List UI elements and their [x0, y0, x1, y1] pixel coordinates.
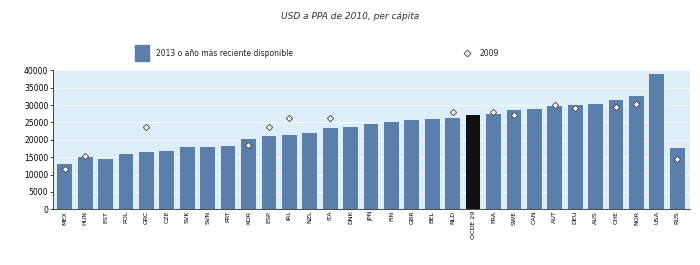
Text: 2009: 2009 — [480, 48, 498, 58]
Bar — [364, 124, 378, 209]
Bar — [568, 105, 582, 209]
Bar — [139, 152, 154, 209]
Bar — [119, 154, 134, 209]
Bar — [98, 159, 113, 209]
Bar — [78, 157, 92, 209]
Bar — [323, 128, 337, 209]
Bar — [445, 118, 460, 209]
Bar — [200, 147, 215, 209]
Bar — [650, 74, 664, 209]
Bar — [180, 147, 195, 209]
Bar — [425, 119, 440, 209]
Bar — [527, 109, 542, 209]
Bar — [608, 100, 623, 209]
Bar — [629, 96, 644, 209]
Bar — [241, 139, 256, 209]
Bar — [670, 148, 685, 209]
Bar — [547, 106, 562, 209]
Bar — [384, 122, 399, 209]
Bar — [57, 164, 72, 209]
Bar — [405, 120, 419, 209]
Bar — [262, 136, 276, 209]
Bar — [507, 110, 522, 209]
Bar — [220, 146, 235, 209]
Text: USD a PPA de 2010, per cápita: USD a PPA de 2010, per cápita — [281, 12, 419, 21]
Bar — [343, 127, 358, 209]
Bar — [160, 151, 174, 209]
Bar — [282, 135, 297, 209]
Text: 2013 o año más reciente disponible: 2013 o año más reciente disponible — [155, 48, 293, 58]
Bar — [486, 114, 500, 209]
Bar — [588, 104, 603, 209]
Bar — [466, 115, 480, 209]
Bar — [302, 133, 317, 209]
Bar — [135, 45, 149, 61]
